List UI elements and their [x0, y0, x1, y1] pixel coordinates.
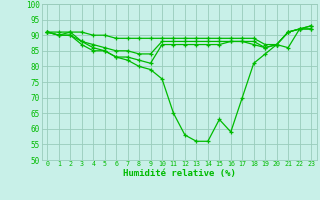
X-axis label: Humidité relative (%): Humidité relative (%)	[123, 169, 236, 178]
